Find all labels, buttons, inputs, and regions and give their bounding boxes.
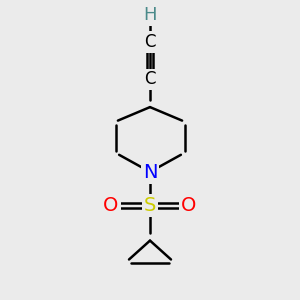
Text: S: S (144, 196, 156, 215)
Text: C: C (144, 70, 156, 88)
Text: H: H (143, 6, 157, 24)
Text: O: O (103, 196, 119, 215)
Text: C: C (144, 33, 156, 51)
Text: N: N (143, 163, 157, 182)
Text: O: O (181, 196, 197, 215)
